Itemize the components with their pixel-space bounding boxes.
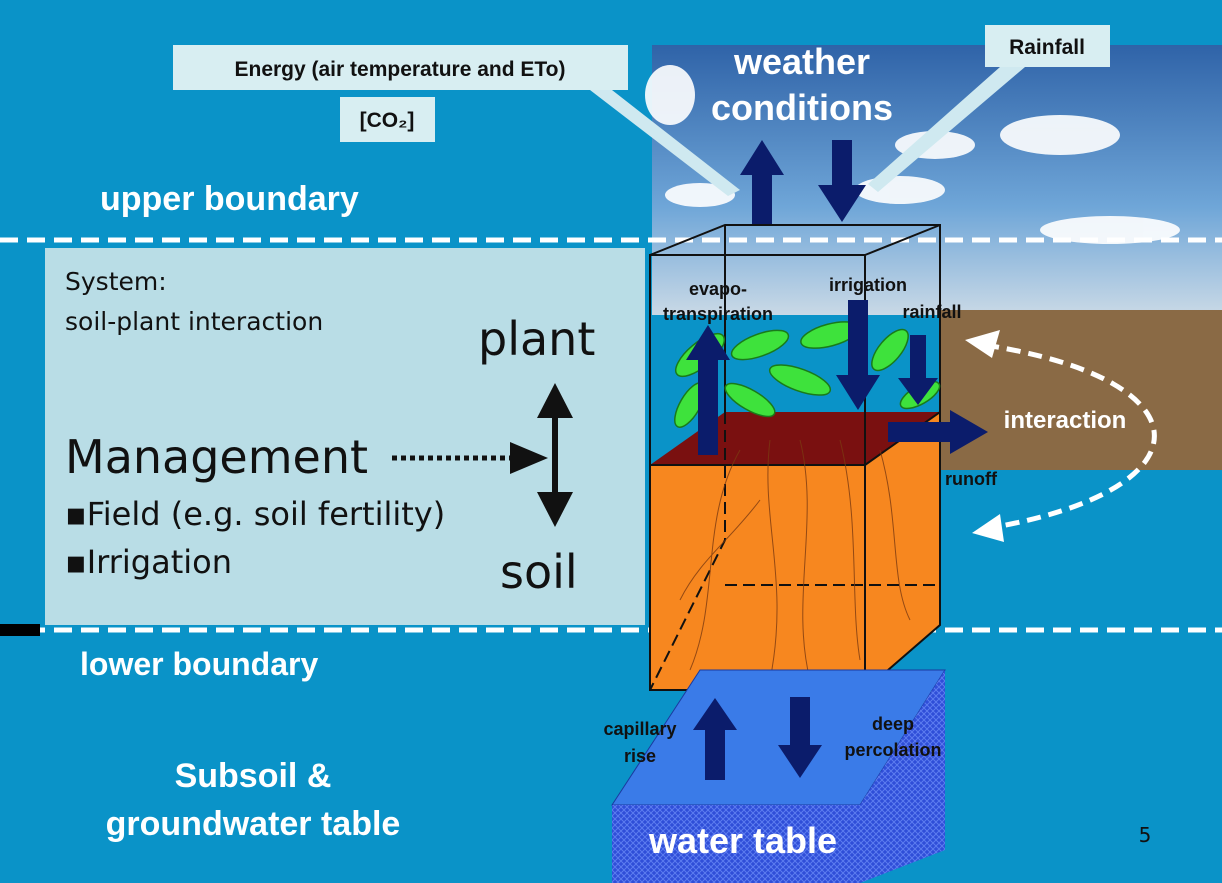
- arrow-et: [686, 325, 730, 455]
- page-number: 5: [1139, 823, 1152, 847]
- soil-top: [650, 412, 940, 465]
- arrow-down: [818, 140, 866, 222]
- arrow-runoff: [888, 410, 988, 454]
- subsoil: groundwater table: [106, 805, 401, 843]
- arrowhead: [537, 383, 573, 418]
- system: System:: [65, 267, 167, 296]
- plant: plant: [478, 312, 595, 366]
- deep: deep: [872, 714, 914, 734]
- management: Management: [65, 430, 368, 484]
- et: transpiration: [663, 304, 773, 324]
- et: evapo-: [689, 279, 747, 299]
- arrow-up: [740, 140, 784, 225]
- roots: [679, 439, 911, 681]
- energy-box: [173, 45, 628, 90]
- weather: weather: [733, 41, 870, 82]
- water-table: water table: [648, 820, 837, 861]
- bullet: ▪Field (e.g. soil fertility): [65, 495, 445, 533]
- capillary: capillary: [603, 719, 676, 739]
- bar: [0, 624, 40, 636]
- sky: [652, 45, 1222, 315]
- arrowhead: [965, 330, 1000, 358]
- rain-pointer: [868, 67, 1025, 192]
- runoff: runoff: [945, 469, 998, 489]
- clouds: [645, 65, 1180, 244]
- upper-boundary: upper boundary: [100, 180, 359, 218]
- energy-pointer: [590, 90, 740, 196]
- soil: soil: [500, 545, 578, 599]
- subsoil: Subsoil &: [175, 757, 332, 795]
- arrowhead: [510, 442, 548, 474]
- capillary: rise: [624, 746, 656, 766]
- water-front: [612, 805, 860, 883]
- deep: percolation: [844, 740, 941, 760]
- energy: Energy (air temperature and ETo): [234, 58, 565, 81]
- lower-boundary: lower boundary: [80, 646, 318, 682]
- arrowhead: [972, 514, 1004, 542]
- interaction: interaction: [1004, 407, 1127, 434]
- bullet: ▪Irrigation: [65, 543, 232, 581]
- system: soil-plant interaction: [65, 307, 323, 336]
- interaction-loop: [984, 342, 1157, 531]
- rainfall: rainfall: [902, 302, 961, 322]
- co2: [CO₂]: [360, 109, 415, 132]
- irrigation: irrigation: [829, 275, 907, 295]
- arrow-rainfall: [898, 335, 938, 405]
- rainfall-box: [985, 25, 1110, 67]
- arrow-capillary: [693, 698, 737, 780]
- co2-box: [340, 97, 435, 142]
- arrowhead: [537, 492, 573, 527]
- arrow-irrigation: [836, 300, 880, 410]
- system-box: [45, 248, 645, 625]
- soil-front: [649, 464, 866, 691]
- field: [940, 310, 1222, 470]
- water-side: [860, 670, 945, 883]
- weather: conditions: [711, 87, 893, 128]
- rainfall-label: Rainfall: [1009, 36, 1085, 59]
- arrow-percolation: [778, 697, 822, 778]
